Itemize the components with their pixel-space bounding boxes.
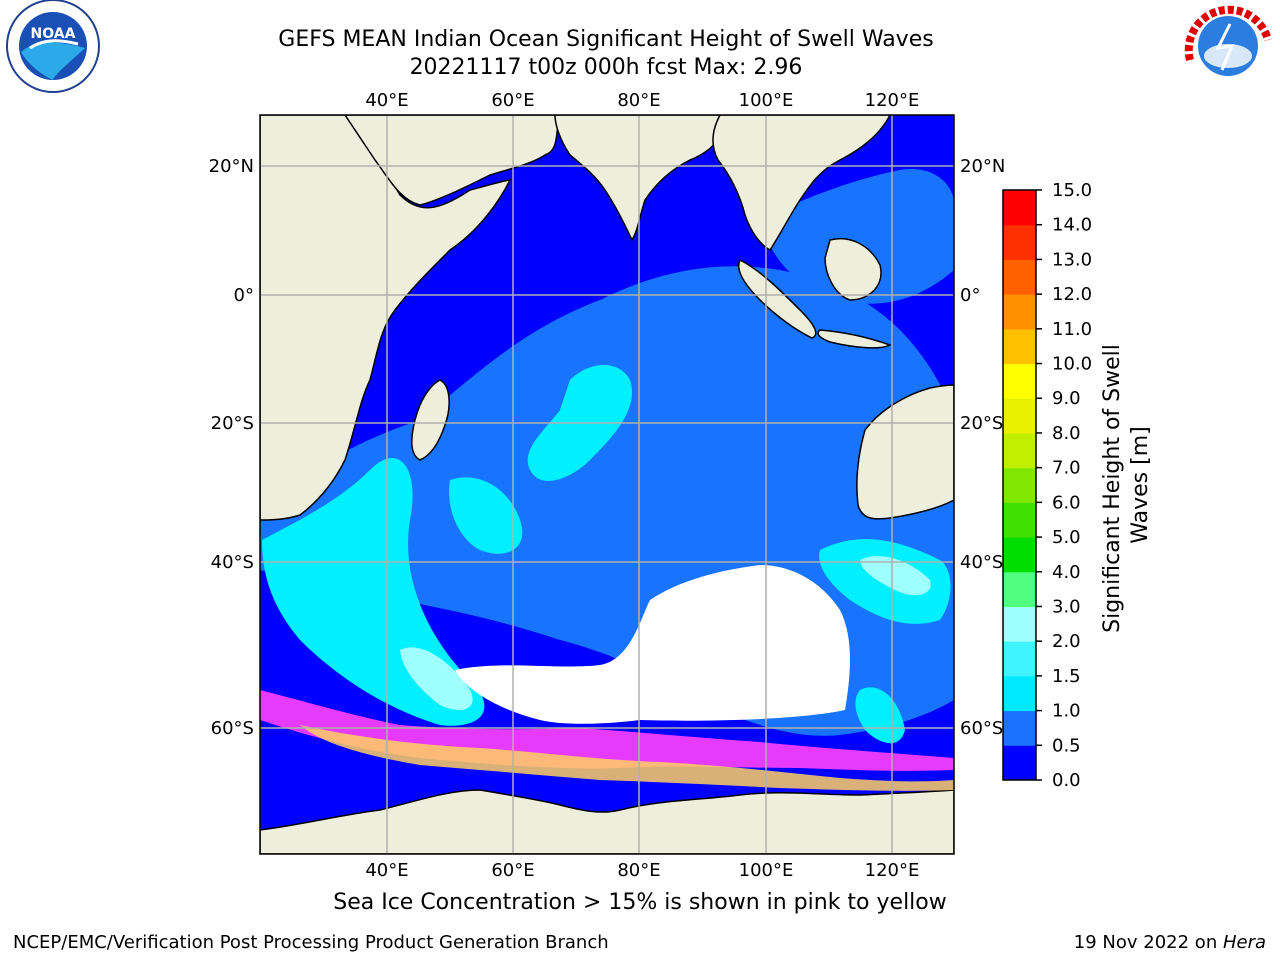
colorbar-tick-label: 9.0 (1052, 388, 1081, 409)
chart-title-line1: GEFS MEAN Indian Ocean Significant Heigh… (278, 27, 934, 52)
swell-peak-southeast (860, 556, 931, 596)
lat-label-right: 20°S (960, 413, 1003, 434)
colorbar-tick-label: 2.0 (1052, 631, 1081, 652)
colorbar-tick-label: 8.0 (1052, 423, 1081, 444)
colorbar-segment (1003, 502, 1036, 538)
colorbar-segment (1003, 224, 1036, 260)
colorbar-segment (1003, 328, 1036, 365)
lon-labels-top: 40°E 60°E 80°E 100°E 120°E (365, 90, 919, 111)
chart-title-line2: 20221117 t00z 000h fcst Max: 2.96 (409, 55, 803, 80)
colorbar-label: Significant Height of Swell Waves [m] (1100, 337, 1153, 633)
colorbar-tick-label: 0.5 (1052, 735, 1081, 756)
colorbar-tick-label: 11.0 (1052, 319, 1092, 340)
colorbar-segment (1003, 606, 1036, 642)
credit-machine: Hera (1222, 932, 1266, 953)
land-southeast-asia (712, 115, 891, 251)
land-sumatra (738, 258, 817, 339)
colorbar-segment (1003, 190, 1036, 226)
no-data-region-south (455, 565, 850, 724)
swell-patch-south-central (449, 477, 523, 554)
colorbar-segment (1003, 398, 1036, 434)
colorbar-segment (1003, 537, 1036, 573)
lon-label-bottom: 40°E (365, 860, 408, 881)
land-antarctica (260, 789, 954, 854)
lon-label-top: 80°E (617, 90, 660, 111)
lat-label-right: 60°S (960, 718, 1003, 739)
colorbar-tick-label: 7.0 (1052, 458, 1081, 479)
graticule (260, 115, 954, 854)
lon-label-bottom: 100°E (739, 860, 794, 881)
lat-label-left: 20°S (211, 413, 254, 434)
lat-label-right: 40°S (960, 552, 1003, 573)
colorbar-label-line1: Significant Height of Swell (1100, 344, 1125, 633)
noaa-logo: NOAA (6, 0, 100, 93)
lat-labels-right: 20°N 0° 20°S 40°S 60°S (960, 156, 1005, 739)
land-java (817, 329, 892, 349)
colorbar-tick-label: 10.0 (1052, 354, 1092, 375)
land-borneo (824, 238, 882, 301)
colorbar-segment (1003, 641, 1036, 677)
lat-label-left: 0° (234, 285, 254, 306)
land-madagascar (410, 379, 450, 461)
lat-labels-left: 20°N 0° 20°S 40°S 60°S (209, 156, 254, 739)
land-australia (856, 384, 954, 520)
colorbar-label-line2: Waves [m] (1128, 426, 1153, 543)
sea-ice-edge-yellow (300, 725, 954, 791)
colorbar-tick-label: 15.0 (1052, 180, 1092, 201)
credit-date: 19 Nov 2022 on Hera (1074, 932, 1266, 953)
colorbar-segment (1003, 294, 1036, 330)
colorbar-tick-label: 12.0 (1052, 284, 1092, 305)
map-frame (259, 114, 955, 855)
colorbar-tick-label: 3.0 (1052, 596, 1081, 617)
lat-label-left: 20°N (209, 156, 254, 177)
lat-label-left: 40°S (211, 552, 254, 573)
lat-label-right: 20°N (960, 156, 1005, 177)
colorbar-segment (1003, 467, 1036, 503)
land-arabia (344, 115, 561, 206)
colorbar-tick-label: 14.0 (1052, 215, 1092, 236)
lat-label-right: 0° (960, 285, 980, 306)
colorbar-tick-label: 6.0 (1052, 492, 1081, 513)
colorbar (1003, 190, 1036, 781)
lon-label-bottom: 60°E (491, 860, 534, 881)
colorbar-tick-label: 5.0 (1052, 527, 1081, 548)
swell-band-north (760, 169, 954, 304)
noaa-logo-text: NOAA (31, 26, 76, 42)
lon-label-bottom: 80°E (617, 860, 660, 881)
colorbar-tick-label: 4.0 (1052, 562, 1081, 583)
colorbar-segment (1003, 710, 1036, 746)
colorbar-tick-label: 0.0 (1052, 770, 1081, 791)
colorbar-segment (1003, 571, 1036, 607)
colorbar-segment (1003, 745, 1036, 781)
credit-date-text: 19 Nov 2022 on (1073, 932, 1223, 953)
colorbar-tick-label: 13.0 (1052, 249, 1092, 270)
colorbar-segment (1003, 675, 1036, 712)
colorbar-segment (1003, 432, 1036, 469)
swell-peak-southwest (400, 647, 473, 710)
colorbar-segment (1003, 363, 1036, 399)
lon-label-top: 60°E (491, 90, 534, 111)
colorbar-tick-label: 1.0 (1052, 701, 1081, 722)
lon-label-top: 40°E (365, 90, 408, 111)
colorbar-segment (1003, 259, 1036, 295)
colorbar-tick-label: 1.5 (1052, 666, 1081, 687)
nws-logo (1182, 0, 1274, 92)
sea-ice-note: Sea Ice Concentration > 15% is shown in … (333, 890, 947, 915)
colorbar-frame (1002, 189, 1037, 781)
lon-label-top: 120°E (865, 90, 920, 111)
lon-label-bottom: 120°E (865, 860, 920, 881)
lon-label-top: 100°E (739, 90, 794, 111)
lat-label-left: 60°S (211, 718, 254, 739)
map-plot-area (260, 115, 954, 854)
lon-labels-bottom: 40°E 60°E 80°E 100°E 120°E (365, 860, 919, 881)
credit-producer: NCEP/EMC/Verification Post Processing Pr… (13, 932, 609, 953)
land-africa (260, 115, 512, 521)
colorbar-ticks: 0.0 0.5 1.0 1.5 2.0 3.0 4.0 5.0 6.0 7.0 8.0 9.0 10.0… (1036, 180, 1092, 791)
